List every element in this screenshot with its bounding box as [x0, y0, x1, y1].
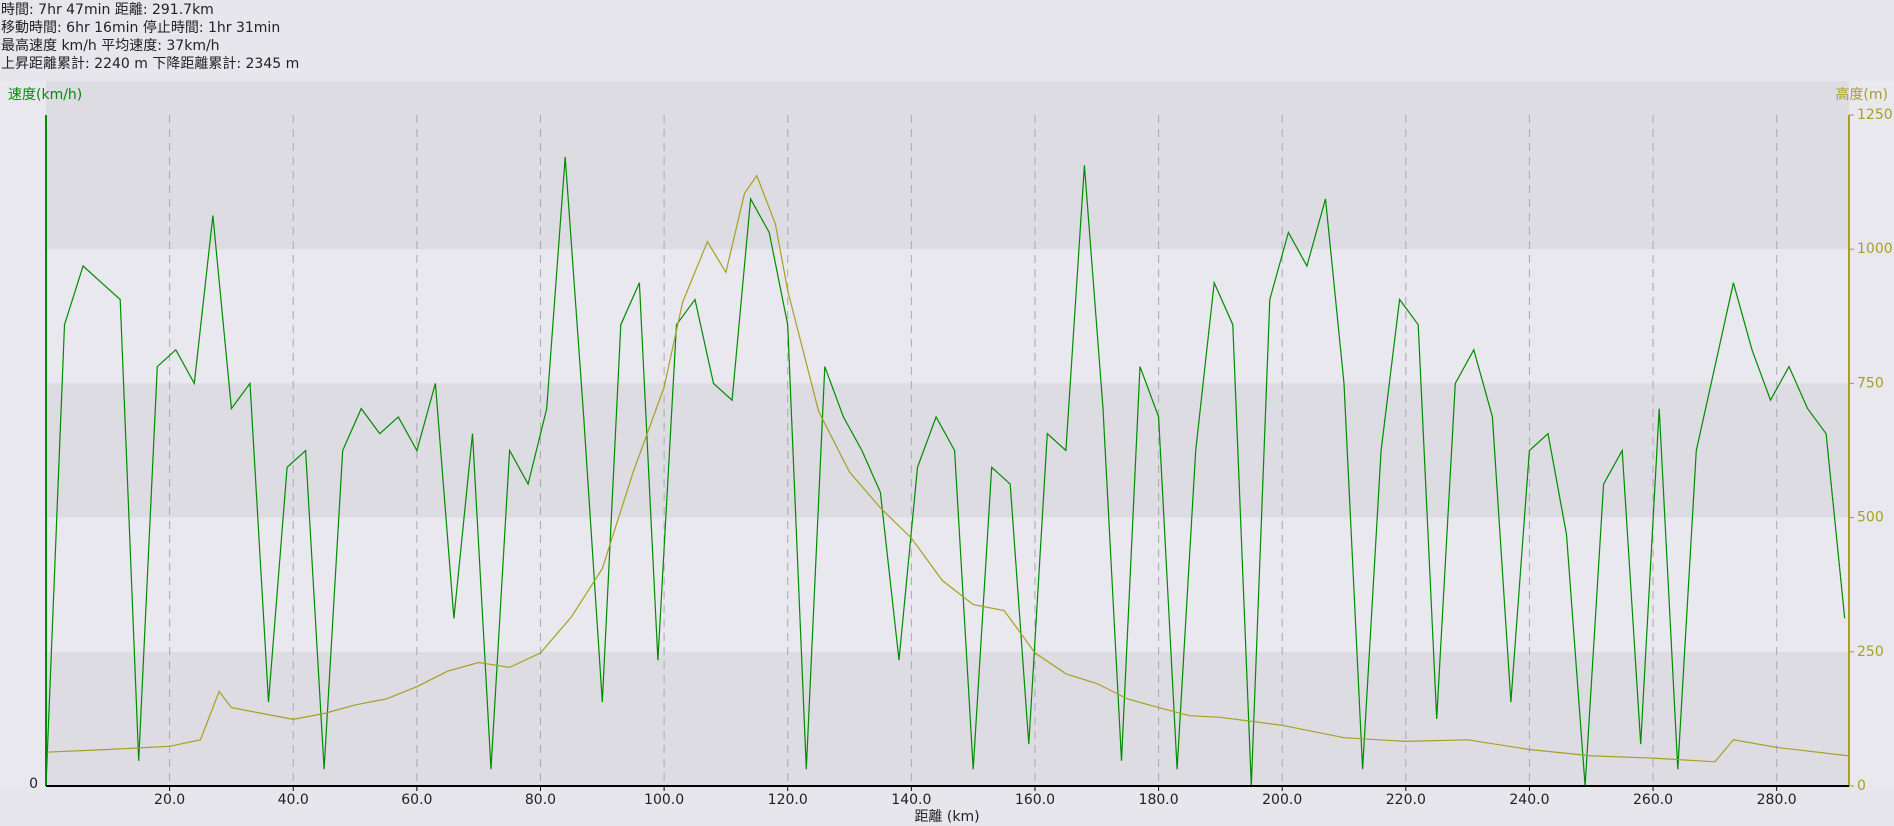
header-line: 上昇距離累計: 2240 m 下降距離累計: 2345 m: [1, 55, 299, 72]
y2-tick-label: 0: [1857, 778, 1866, 794]
x-tick-label: 240.0: [1509, 792, 1549, 808]
y-axis-label: 速度(km/h): [8, 87, 82, 103]
series-line: [45, 174, 1850, 763]
band: [46, 651, 1849, 786]
x-tick-label: 140.0: [891, 792, 931, 808]
y2-tick-label: 1000: [1857, 241, 1893, 257]
y2-tick-label: 250: [1857, 644, 1884, 660]
series-line: [45, 156, 1846, 787]
x-axis-label: 距離 (km): [914, 808, 979, 825]
y2-tick-label: 750: [1857, 375, 1884, 391]
band: [46, 81, 1849, 250]
y2-tick-label: 500: [1857, 510, 1884, 526]
x-tick-label: 40.0: [278, 792, 309, 808]
band: [46, 383, 1849, 518]
x-tick-label: 60.0: [401, 792, 432, 808]
x-tick-label: 160.0: [1015, 792, 1055, 808]
header-line: 時間: 7hr 47min 距離: 291.7km: [1, 1, 214, 18]
header-line: 移動時間: 6hr 16min 停止時間: 1hr 31min: [1, 19, 280, 36]
plot: 20.0 40.0 60.0 80.0 100.0 120.0 140.0 160.0 180.…: [29, 81, 1893, 808]
x-tick-label: 200.0: [1262, 792, 1302, 808]
x-tick-label: 120.0: [768, 792, 808, 808]
header-line: 最高速度 km/h 平均速度: 37km/h: [1, 37, 220, 54]
y2-axis-label: 高度(m): [1835, 86, 1888, 103]
x-tick-label: 100.0: [644, 792, 684, 808]
x-tick-label: 280.0: [1757, 792, 1797, 808]
x-tick-label: 20.0: [154, 792, 185, 808]
y2-tick-label: 1250: [1857, 107, 1893, 123]
y-tick-label: 0: [29, 776, 38, 792]
x-tick-label: 220.0: [1386, 792, 1426, 808]
x-tick-label: 80.0: [525, 792, 556, 808]
x-tick-label: 180.0: [1139, 792, 1179, 808]
x-tick-label: 260.0: [1633, 792, 1673, 808]
